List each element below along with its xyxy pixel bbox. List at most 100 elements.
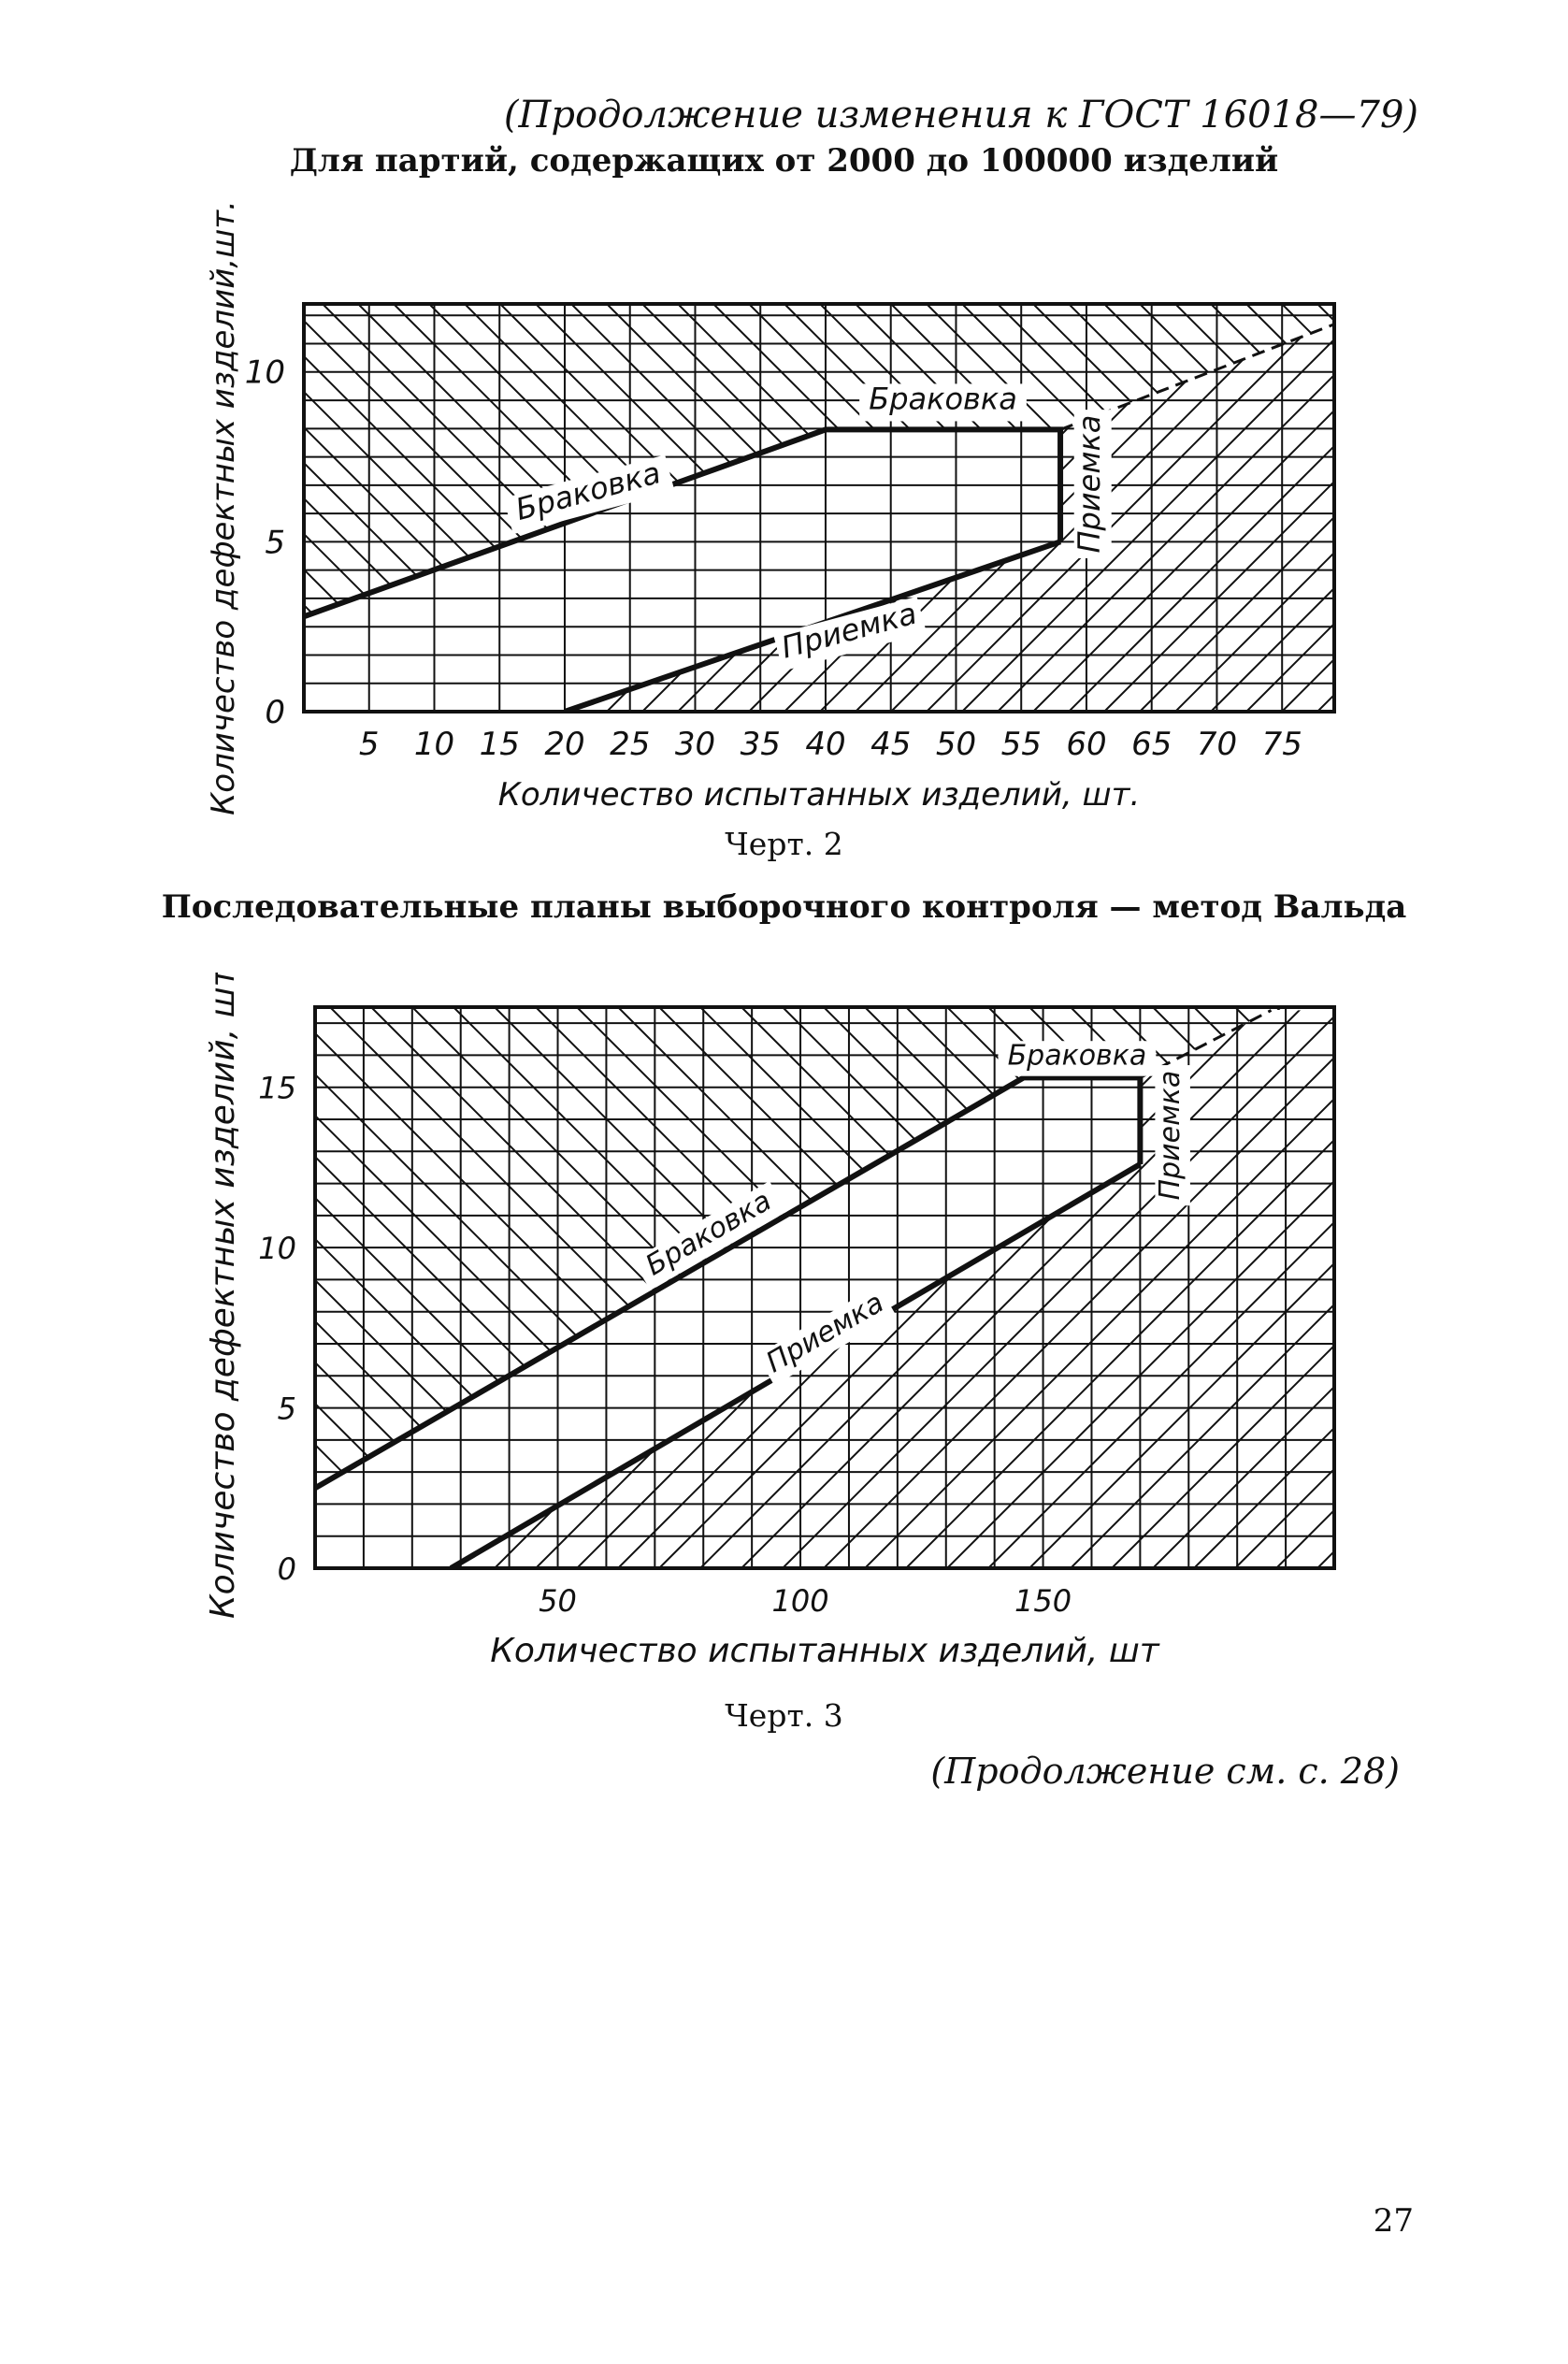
x-tick-label: 50 bbox=[539, 1583, 577, 1619]
hatch-line bbox=[1029, 1010, 1334, 1568]
rejection-boundary-line bbox=[304, 426, 1064, 620]
hatch-line bbox=[315, 1007, 727, 1489]
zone-label-text: Приемка bbox=[1072, 415, 1107, 554]
hatch-line bbox=[1193, 1007, 1334, 1489]
hatch-line bbox=[782, 1010, 1334, 1568]
hatch-line bbox=[1316, 304, 1334, 617]
y-tick-label: 0 bbox=[265, 694, 285, 731]
zone-label-background bbox=[632, 1181, 787, 1290]
zone-label: Браковка bbox=[998, 1040, 1157, 1076]
hatch-line bbox=[1388, 304, 1568, 712]
hatch-line bbox=[1316, 1007, 1334, 1489]
zone-label-background bbox=[859, 383, 1027, 422]
hatch-line bbox=[304, 304, 554, 617]
page-number: 27 bbox=[1373, 2202, 1414, 2240]
x-tick-label: 15 bbox=[480, 726, 520, 763]
hatch-line bbox=[315, 1007, 851, 1489]
y-tick-label: 10 bbox=[245, 354, 285, 392]
x-tick-label: 55 bbox=[1001, 726, 1042, 763]
zone-label: Приемка bbox=[1072, 410, 1112, 559]
hatch-line bbox=[1029, 1007, 1334, 1489]
zone-label-background bbox=[773, 596, 927, 671]
chart-2-caption: Черт. 2 bbox=[725, 826, 843, 862]
hatch-line bbox=[315, 1007, 398, 1489]
x-tick-label: 75 bbox=[1262, 726, 1302, 763]
continuation-header: (Продолжение изменения к ГОСТ 16018—79) bbox=[503, 94, 1418, 137]
hatch-line bbox=[997, 324, 1334, 712]
hatch-line bbox=[1174, 324, 1334, 712]
hatch-line bbox=[1103, 324, 1334, 712]
hatch-line bbox=[1460, 304, 1568, 712]
zone-label-background bbox=[998, 1041, 1157, 1076]
x-tick-label: 100 bbox=[772, 1583, 829, 1619]
hatch-line bbox=[1111, 1010, 1334, 1568]
rejection-boundary-line bbox=[315, 1074, 1144, 1491]
hatch-line bbox=[1441, 1007, 1568, 1568]
hatch-line bbox=[741, 1010, 1303, 1568]
hatch-line bbox=[304, 304, 625, 617]
y-axis-label: Количество дефектных изделий,шт. bbox=[205, 200, 242, 815]
hatch-line bbox=[0, 304, 339, 712]
zone-label-background bbox=[1073, 410, 1112, 559]
x-tick-label: 45 bbox=[870, 726, 911, 763]
plot-frame bbox=[302, 302, 1336, 714]
hatch-line bbox=[411, 1007, 974, 1489]
x-tick-label: 20 bbox=[544, 726, 584, 763]
hatch-line bbox=[1032, 324, 1334, 712]
chart-2-title: Последовательные планы выборочного контр… bbox=[161, 888, 1407, 926]
hatch-line bbox=[1281, 324, 1334, 712]
hatch-line bbox=[304, 304, 340, 617]
hatch-line bbox=[1281, 304, 1334, 617]
zone-label-text: Приемка bbox=[1154, 1071, 1187, 1201]
hatch-line bbox=[1070, 1010, 1334, 1568]
x-tick-label: 30 bbox=[675, 726, 715, 763]
hatch-line bbox=[1564, 1007, 1568, 1568]
hatch-line bbox=[1353, 304, 1568, 712]
zone-label: Приемка bbox=[756, 1284, 897, 1386]
hatch-line bbox=[304, 304, 376, 617]
x-tick-label: 60 bbox=[1066, 726, 1106, 763]
hatch-line bbox=[0, 304, 375, 712]
hatch-line bbox=[304, 304, 696, 617]
chart-1-title: Для партий, содержащих от 2000 до 100000… bbox=[289, 142, 1279, 180]
x-tick-label: 40 bbox=[805, 726, 845, 763]
hatch-line bbox=[1210, 324, 1334, 712]
hatch-line bbox=[1482, 1007, 1568, 1568]
zone-label-background bbox=[1155, 1065, 1190, 1206]
hatch-line bbox=[0, 1007, 356, 1568]
hatch-line bbox=[1316, 324, 1334, 712]
hatch-line bbox=[304, 304, 589, 617]
y-tick-label: 0 bbox=[278, 1551, 296, 1587]
y-tick-label: 10 bbox=[258, 1231, 296, 1266]
zone-label: Приемка bbox=[1154, 1065, 1190, 1206]
hatch-line bbox=[1139, 324, 1334, 712]
zone-label-text: Браковка bbox=[869, 382, 1017, 417]
hatch-line bbox=[1245, 304, 1334, 617]
x-tick-label: 10 bbox=[414, 726, 454, 763]
hatch-line bbox=[1316, 1010, 1334, 1568]
hatch-line bbox=[0, 1007, 397, 1568]
hatch-line bbox=[1359, 1007, 1568, 1568]
y-axis-label: Количество дефектных изделий, шт. bbox=[204, 973, 242, 1619]
hatch-line bbox=[315, 1007, 810, 1489]
x-tick-label: 5 bbox=[359, 726, 380, 763]
x-tick-label: 25 bbox=[610, 726, 650, 763]
y-tick-label: 15 bbox=[258, 1071, 296, 1106]
hatch-line bbox=[1234, 1010, 1334, 1568]
hatch-line bbox=[494, 1007, 1057, 1489]
hatch-line bbox=[926, 324, 1334, 712]
y-tick-label: 5 bbox=[265, 524, 285, 561]
zone-label-text: Приемка bbox=[761, 1287, 890, 1380]
x-tick-label: 70 bbox=[1197, 726, 1237, 763]
hatch-line bbox=[1523, 1007, 1568, 1568]
hatch-line bbox=[987, 1010, 1334, 1568]
hatch-line bbox=[1210, 304, 1334, 617]
hatch-line bbox=[1139, 304, 1334, 617]
x-axis-label: Количество испытанных изделий, шт bbox=[490, 1632, 1159, 1670]
x-tick-label: 50 bbox=[936, 726, 976, 763]
y-tick-label: 5 bbox=[278, 1391, 296, 1427]
hatch-line bbox=[304, 304, 518, 617]
zone-label: Браковка bbox=[859, 382, 1027, 422]
hatch-line bbox=[1531, 304, 1568, 712]
